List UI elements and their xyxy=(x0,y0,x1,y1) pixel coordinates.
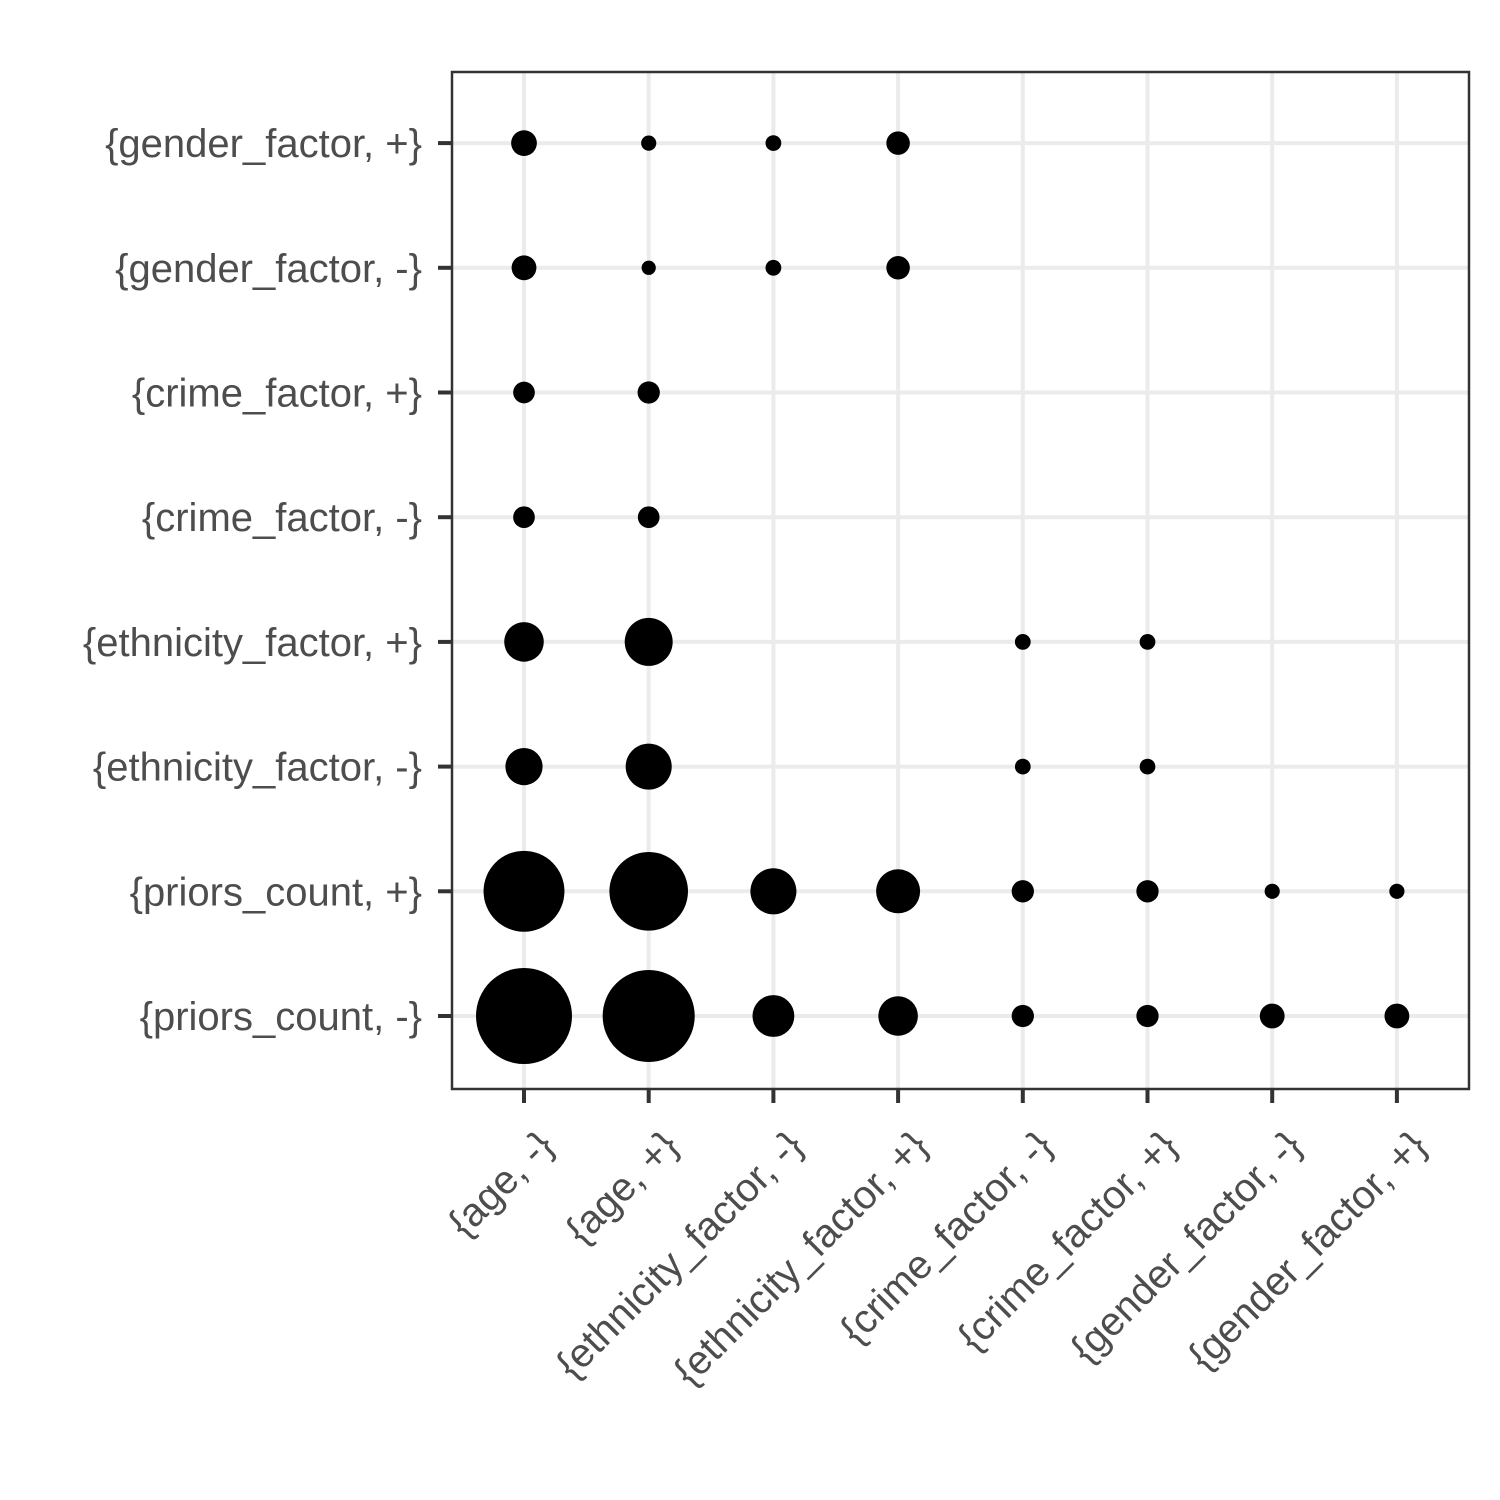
data-point xyxy=(511,130,537,156)
data-point xyxy=(765,135,782,151)
y-tick-label-crime-factorminus-: {crime_factor, -} xyxy=(142,496,422,540)
data-point xyxy=(1136,880,1159,903)
data-point xyxy=(1014,758,1031,775)
data-point xyxy=(602,969,695,1063)
data-point xyxy=(1389,883,1405,899)
data-point xyxy=(765,259,782,276)
data-point xyxy=(624,617,673,666)
data-point xyxy=(886,256,910,280)
y-tick-label-priors-countminusplus: {priors_count, +} xyxy=(130,870,422,914)
y-tick-label-gender-factorminusplus: {gender_factor, +} xyxy=(105,122,422,166)
data-point xyxy=(752,995,795,1037)
data-point xyxy=(609,852,688,931)
data-point xyxy=(1139,634,1156,650)
data-point xyxy=(1011,1004,1034,1028)
data-point xyxy=(505,748,543,786)
data-points xyxy=(476,130,1410,1064)
data-point xyxy=(641,135,657,151)
data-point xyxy=(886,131,910,155)
y-tick-label-priors-countminus-: {priors_count, -} xyxy=(140,995,422,1039)
y-tick-label-gender-factorminus-: {gender_factor, -} xyxy=(115,247,422,291)
data-point xyxy=(504,622,544,662)
data-point xyxy=(1264,883,1280,899)
y-tick-label-ethnicity-factorminusplus: {ethnicity_factor, +} xyxy=(83,621,422,665)
data-point xyxy=(1384,1003,1410,1029)
data-point xyxy=(511,255,537,281)
data-point xyxy=(1136,1004,1159,1028)
data-point xyxy=(1014,634,1031,650)
data-point xyxy=(637,506,660,529)
data-point xyxy=(513,506,535,529)
data-point xyxy=(1011,880,1034,903)
data-point xyxy=(1139,758,1156,775)
panel-border xyxy=(450,70,1471,1091)
data-point xyxy=(637,381,660,404)
data-point xyxy=(641,260,656,275)
data-point xyxy=(1259,1003,1285,1029)
data-point xyxy=(876,869,921,914)
data-point xyxy=(513,381,535,404)
data-point xyxy=(750,868,797,915)
y-tick-label-ethnicity-factorminus-: {ethnicity_factor, -} xyxy=(93,746,422,790)
plot-panel xyxy=(452,72,1469,1089)
data-point xyxy=(625,743,672,790)
data-point xyxy=(878,996,918,1036)
data-point xyxy=(476,968,572,1064)
data-point xyxy=(483,850,565,932)
y-tick-label-crime-factorminusplus: {crime_factor, +} xyxy=(132,372,422,416)
